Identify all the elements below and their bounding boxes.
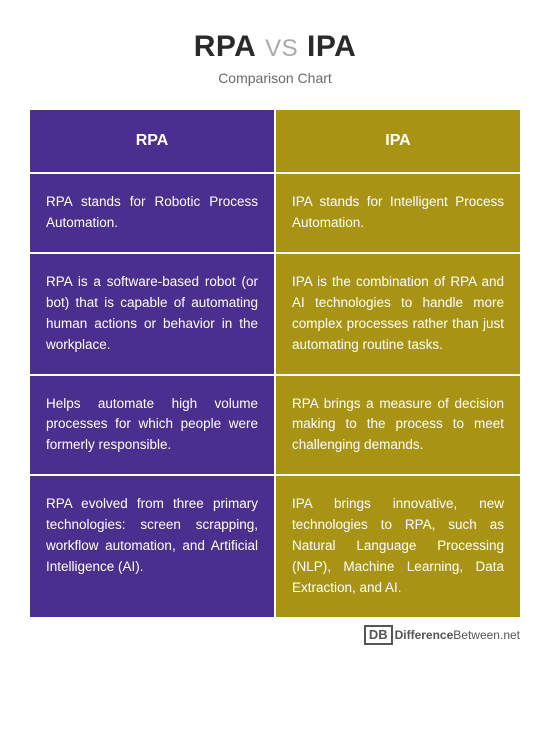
- title-left: RPA: [194, 30, 257, 63]
- column-header-left: RPA: [30, 110, 274, 172]
- subtitle: Comparison Chart: [28, 70, 522, 86]
- cell-right: IPA brings innovative, new technologies …: [276, 476, 520, 617]
- table-row: RPA is a software-based robot (or bot) t…: [30, 254, 520, 374]
- cell-left: RPA evolved from three primary technolog…: [30, 476, 274, 617]
- table-row: Helps automate high volume processes for…: [30, 376, 520, 475]
- table-row: RPA stands for Robotic Process Automatio…: [30, 174, 520, 252]
- logo-text: DifferenceBetween.net: [395, 628, 520, 642]
- table-body: RPA stands for Robotic Process Automatio…: [30, 174, 520, 617]
- cell-right: IPA is the combination of RPA and AI tec…: [276, 254, 520, 374]
- title-right: IPA: [307, 30, 356, 63]
- comparison-table: RPA IPA RPA stands for Robotic Process A…: [28, 108, 522, 619]
- column-header-right: IPA: [276, 110, 520, 172]
- page-title: RPA VS IPA: [28, 30, 522, 64]
- cell-right: IPA stands for Intelligent Process Autom…: [276, 174, 520, 252]
- logo: DB DifferenceBetween.net: [364, 625, 520, 645]
- comparison-chart: RPA VS IPA Comparison Chart RPA IPA RPA …: [0, 0, 550, 665]
- cell-left: Helps automate high volume processes for…: [30, 376, 274, 475]
- cell-right: RPA brings a measure of decision making …: [276, 376, 520, 475]
- cell-left: RPA is a software-based robot (or bot) t…: [30, 254, 274, 374]
- title-block: RPA VS IPA Comparison Chart: [28, 30, 522, 86]
- table-row: RPA evolved from three primary technolog…: [30, 476, 520, 617]
- title-vs: VS: [265, 35, 298, 62]
- attribution: DB DifferenceBetween.net: [28, 625, 522, 645]
- logo-badge: DB: [364, 625, 393, 645]
- cell-left: RPA stands for Robotic Process Automatio…: [30, 174, 274, 252]
